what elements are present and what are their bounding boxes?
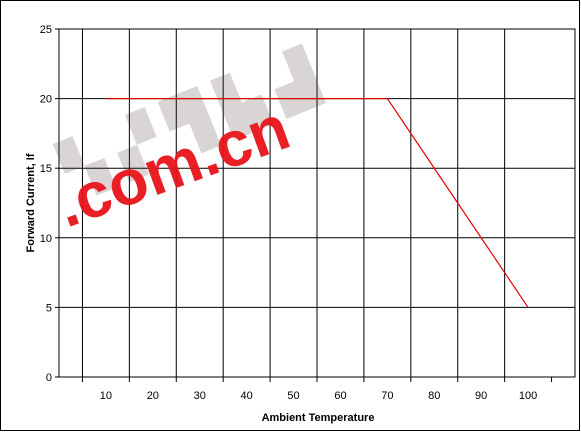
x-axis-label: Ambient Temperature: [262, 412, 375, 424]
x-tick-label: 100: [519, 390, 537, 402]
series-line: [105, 97, 529, 308]
x-tick-label: 60: [334, 390, 346, 402]
x-tick-label: 40: [241, 390, 253, 402]
y-tick-label: 15: [40, 163, 52, 175]
x-tick-label: 10: [100, 390, 112, 402]
x-tick-label: 80: [428, 390, 440, 402]
y-tick-label: 10: [40, 233, 52, 245]
x-tick-label: 20: [147, 390, 159, 402]
x-tick-label: 30: [194, 390, 206, 402]
x-tick-label: 70: [381, 390, 393, 402]
x-tick-label: 90: [475, 390, 487, 402]
y-axis-label: Forward Current, If: [25, 153, 37, 252]
y-tick-label: 20: [40, 94, 52, 106]
axes: 0 5 10 15 20 25 10 20 30 40 50 60 70 80 90 100: [40, 24, 553, 402]
y-tick-label: 0: [46, 372, 52, 384]
series: [105, 97, 529, 308]
grid: [59, 29, 575, 377]
y-tick-label: 25: [40, 24, 52, 36]
x-tick-label: 50: [287, 390, 299, 402]
y-tick-label: 5: [46, 302, 52, 314]
